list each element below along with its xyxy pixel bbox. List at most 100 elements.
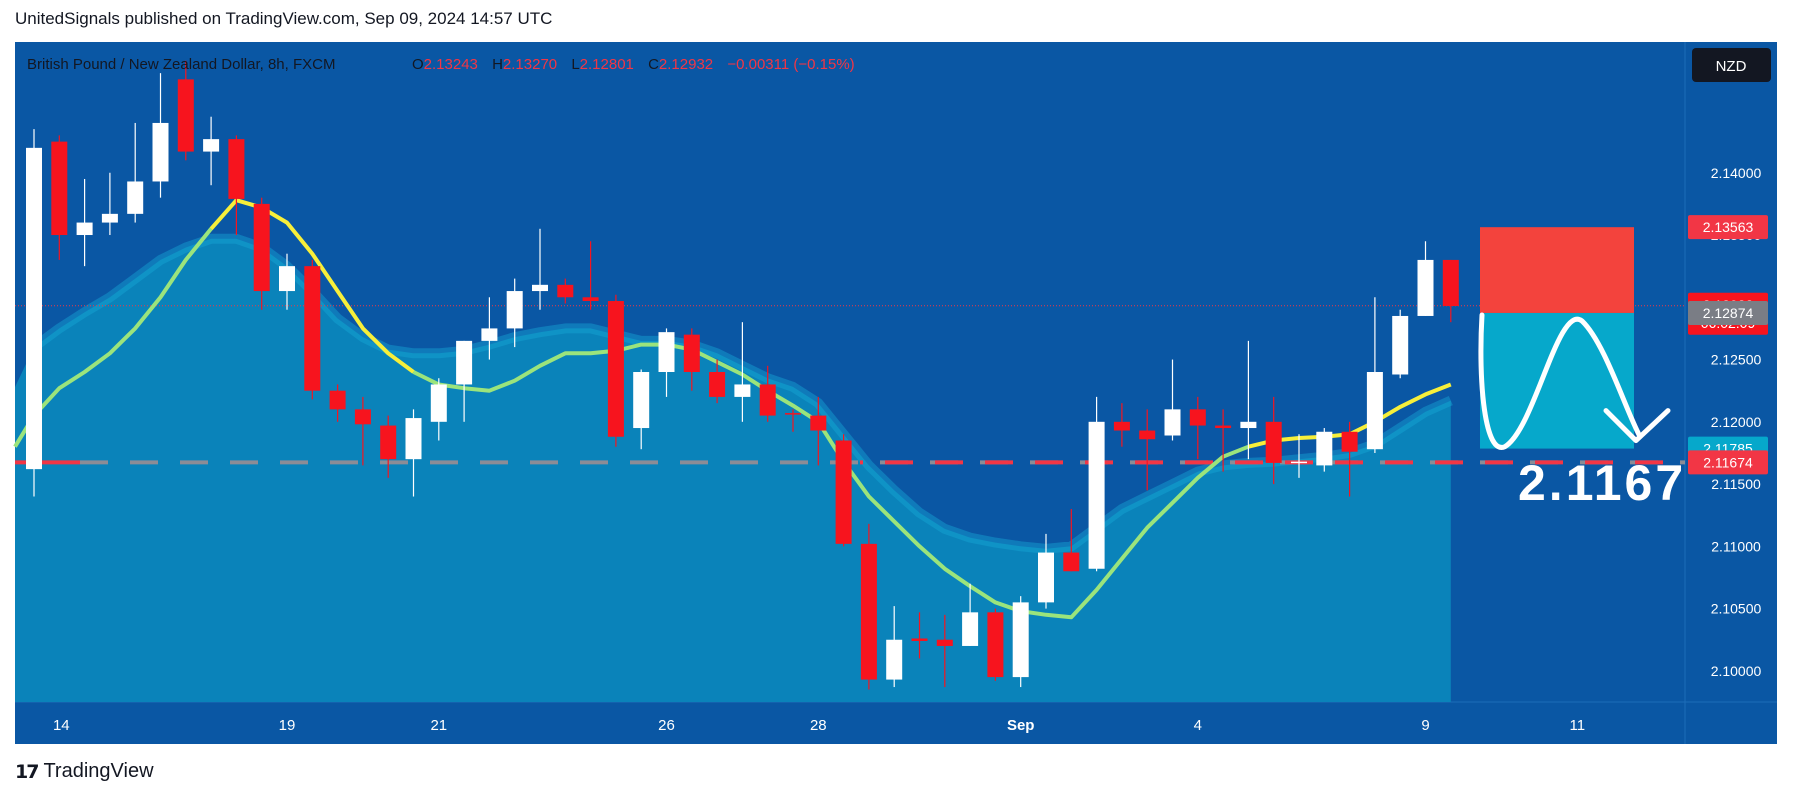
legend-l-label: L: [571, 56, 579, 73]
time-axis-label: 21: [430, 717, 447, 734]
candle-up: [1291, 461, 1307, 464]
legend-values: O2.13243 H2.13270 L2.12801 C2.12932 −0.0…: [412, 56, 855, 73]
legend-h-label: H: [492, 56, 503, 73]
legend-c-label: C: [648, 56, 659, 73]
candle-down: [51, 141, 68, 236]
time-axis-background: [15, 702, 1777, 744]
take-profit-zone[interactable]: [1480, 312, 1634, 449]
time-axis-label: 28: [810, 717, 827, 734]
candle-down: [1139, 430, 1156, 440]
candle-up: [1316, 431, 1333, 466]
candle-down: [228, 139, 245, 199]
candle-up: [26, 147, 42, 470]
candle-down: [785, 413, 801, 415]
price-axis-background: [1685, 42, 1777, 702]
candle-down: [835, 440, 852, 544]
candle-up: [203, 139, 220, 152]
candle-up: [1392, 315, 1409, 375]
stop-loss-zone[interactable]: [1480, 227, 1634, 313]
signal-price-tag-value: 2.11674: [1703, 454, 1753, 470]
price-axis-tick: 2.12000: [1711, 414, 1762, 430]
candle-down: [1113, 421, 1130, 431]
candle-down: [380, 425, 397, 460]
candle-down: [936, 639, 953, 646]
candle-up: [101, 213, 118, 223]
candle-down: [1063, 552, 1080, 572]
candle-down: [582, 297, 599, 302]
candle-down: [253, 203, 270, 292]
candle-down: [329, 390, 346, 410]
time-axis-label: 11: [1570, 717, 1586, 734]
candle-down: [177, 79, 194, 152]
candle-down: [759, 384, 776, 416]
currency-badge[interactable]: NZD: [1692, 48, 1771, 82]
legend-high: 2.13270: [503, 56, 557, 73]
candle-down: [1189, 409, 1206, 426]
price-axis-tick: 2.12500: [1711, 352, 1762, 368]
candle-down: [557, 284, 574, 298]
legend-symbol: British Pound / New Zealand Dollar, 8h, …: [27, 56, 335, 73]
candle-down: [810, 415, 827, 431]
entry-price-tag: [1688, 300, 1768, 325]
candle-up: [405, 418, 422, 460]
entry-price-tag-value: 2.12874: [1703, 305, 1754, 321]
time-axis-label: Sep: [1007, 717, 1035, 734]
ema-line-yellow: [209, 198, 415, 374]
time-axis-label: 4: [1194, 717, 1202, 734]
legend-close: 2.12932: [659, 56, 713, 73]
tradingview-logo-icon: 17: [15, 760, 39, 783]
candle-down: [354, 409, 371, 425]
legend-open: 2.13243: [424, 56, 478, 73]
candle-up: [886, 639, 903, 680]
candle-down: [911, 638, 928, 641]
ema-line-green: [412, 342, 1250, 620]
time-axis-label: 26: [658, 717, 675, 734]
legend-change: −0.00311 (−0.15%): [727, 56, 854, 73]
candle-down: [860, 543, 877, 680]
price-axis-tick: 2.11000: [1711, 538, 1761, 554]
price-axis-tick: 2.10000: [1711, 663, 1762, 679]
candle-up: [1366, 372, 1383, 450]
stop-price-tag-value: 2.13563: [1703, 219, 1754, 235]
candle-up: [962, 612, 979, 646]
price-axis-tick: 2.10500: [1711, 601, 1762, 617]
candle-up: [1164, 409, 1181, 436]
legend: British Pound / New Zealand Dollar, 8h, …: [27, 56, 855, 73]
candle-up: [481, 328, 498, 341]
candle-down: [607, 301, 624, 437]
legend-low: 2.12801: [580, 56, 634, 73]
candle-up: [532, 284, 548, 292]
candle-up: [279, 266, 295, 292]
drawn-curve-arrow: [1478, 312, 1643, 450]
candle-up: [1240, 421, 1257, 429]
time-axis-label: 19: [279, 717, 296, 734]
candle-up: [658, 332, 675, 372]
currency-badge-bg: [1692, 48, 1771, 82]
target-annotation: 2.1167: [1518, 455, 1686, 511]
candle-down: [1215, 425, 1232, 429]
ema-line-green-start: [13, 227, 213, 448]
time-axis-label: 9: [1421, 717, 1429, 734]
footer-brand: TradingView: [43, 760, 154, 782]
arrow-head-icon: [1603, 408, 1671, 444]
candle-up: [127, 181, 144, 214]
candle-up: [456, 340, 473, 385]
legend-o-label: O: [412, 56, 424, 73]
candle-down: [1442, 259, 1459, 306]
candle-up: [633, 372, 650, 429]
footer: 17 TradingView: [15, 760, 154, 783]
candle-down: [304, 266, 321, 391]
candle-up: [1088, 421, 1105, 569]
candle-up: [734, 384, 751, 397]
candle-up: [1038, 552, 1054, 603]
candle-up: [152, 122, 169, 182]
time-axis-label: 14: [53, 717, 70, 734]
candle-down: [1341, 431, 1358, 452]
candle-up: [1417, 259, 1434, 316]
publish-header: UnitedSignals published on TradingView.c…: [15, 9, 553, 28]
candle-down: [1265, 421, 1282, 463]
price-axis-tick: 2.11500: [1711, 476, 1761, 492]
stop-price-tag: [1688, 215, 1768, 240]
currency-label: NZD: [1716, 58, 1747, 75]
